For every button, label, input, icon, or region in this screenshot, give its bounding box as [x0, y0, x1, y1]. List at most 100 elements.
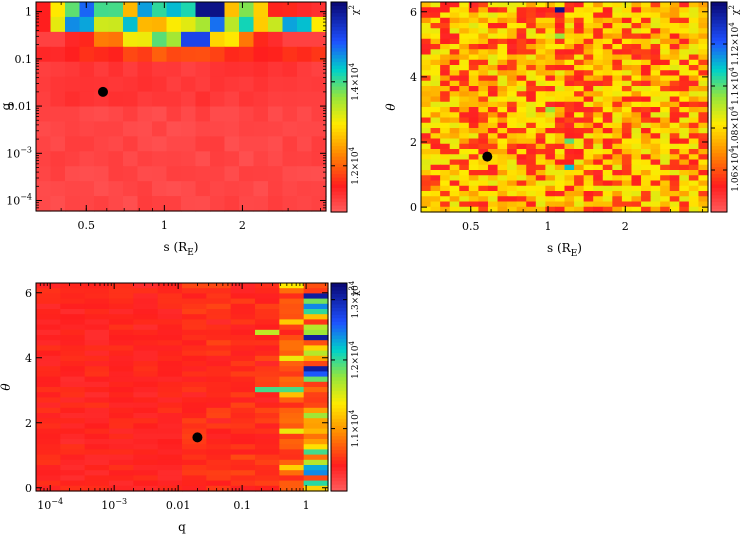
heatmap-cell — [230, 454, 256, 461]
heatmap-cell — [507, 91, 518, 98]
heatmap-cell — [564, 122, 575, 129]
heatmap-cell — [669, 49, 680, 56]
heatmap-cell — [79, 61, 95, 78]
heatmap-cell — [166, 31, 182, 48]
best-fit-point — [192, 432, 203, 443]
heatmap-cell — [516, 133, 527, 140]
heatmap-cell — [206, 298, 232, 305]
heatmap-cell — [459, 112, 470, 119]
heatmap-cell — [137, 61, 153, 78]
colorbar-segment — [711, 156, 727, 161]
heatmap-cell — [660, 65, 671, 71]
colorbar-segment — [331, 470, 347, 475]
heatmap-cell — [279, 392, 305, 398]
heatmap-cell — [421, 206, 432, 213]
heatmap-cell — [449, 154, 460, 161]
heatmap-cell — [230, 283, 256, 289]
colorbar-segment — [331, 321, 347, 326]
heatmap-cell — [421, 54, 432, 61]
heatmap-cell — [660, 2, 671, 8]
heatmap-cell — [468, 196, 479, 203]
heatmap-cell — [478, 185, 489, 192]
heatmap-cell — [650, 7, 661, 14]
heatmap-cell — [583, 65, 594, 71]
heatmap-cell — [535, 196, 546, 203]
heatmap-cell — [224, 91, 240, 108]
heatmap-cell — [255, 439, 280, 445]
heatmap-cell — [487, 185, 499, 192]
heatmap-cell — [255, 392, 280, 398]
heatmap-cell — [688, 159, 700, 166]
heatmap-cell — [583, 44, 594, 50]
colorbar-segment — [331, 2, 347, 7]
heatmap-cell — [430, 33, 441, 40]
heatmap-cell — [526, 159, 537, 166]
colorbar-segment — [331, 194, 347, 199]
heatmap-cell — [50, 2, 66, 18]
heatmap-cell — [698, 80, 709, 87]
heatmap-cell — [157, 298, 183, 305]
heatmap-cell — [468, 133, 479, 140]
heatmap-cell — [195, 151, 211, 167]
heatmap-cell — [157, 350, 183, 357]
heatmap-cell — [468, 65, 479, 71]
heatmap-cell — [497, 38, 508, 45]
heatmap-cell — [554, 180, 566, 187]
heatmap-cell — [669, 28, 680, 35]
heatmap-cell — [255, 361, 280, 367]
heatmap-cell — [36, 459, 61, 466]
heatmap-cell — [84, 381, 110, 388]
heatmap-cell — [182, 283, 207, 289]
heatmap-cell — [554, 28, 566, 35]
heatmap-cell — [430, 80, 441, 87]
heatmap-cell — [36, 166, 52, 182]
heatmap-cell — [60, 413, 86, 419]
heatmap-cell — [230, 340, 256, 346]
heatmap-cell — [554, 70, 566, 77]
heatmap-cell — [660, 112, 671, 119]
heatmap-cell — [94, 136, 110, 152]
heatmap-cell — [157, 480, 183, 487]
heatmap-cell — [297, 31, 313, 48]
heatmap-cell — [526, 38, 537, 45]
heatmap-cell — [468, 101, 479, 108]
heatmap-cell — [554, 23, 566, 29]
heatmap-cell — [669, 91, 680, 98]
heatmap-cell — [109, 293, 134, 300]
heatmap-cell — [430, 86, 441, 92]
heatmap-cell — [641, 2, 652, 8]
heatmap-cell — [487, 138, 499, 145]
heatmap-cell — [182, 361, 207, 367]
heatmap-cell — [84, 376, 110, 383]
colorbar-segment — [331, 459, 347, 464]
heatmap-cell — [535, 17, 546, 24]
heatmap-cell — [583, 107, 594, 113]
heatmap-cell — [631, 128, 642, 134]
x-tick-label: 10−4 — [37, 497, 63, 512]
heatmap-cell — [282, 46, 298, 63]
heatmap-cell — [84, 439, 110, 445]
heatmap-cell — [157, 465, 183, 471]
heatmap-cell — [535, 91, 546, 98]
heatmap-cell — [669, 59, 680, 66]
heatmap-cell — [255, 454, 280, 461]
heatmap-cell — [660, 75, 671, 82]
heatmap-cell — [123, 16, 139, 33]
heatmap-cell — [230, 329, 256, 336]
heatmap-cell — [181, 16, 197, 33]
heatmap-cell — [497, 170, 508, 176]
heatmap-cell — [449, 49, 460, 56]
heatmap-cell — [507, 101, 518, 108]
heatmap-cell — [303, 303, 329, 310]
heatmap-cell — [157, 303, 183, 310]
heatmap-cell — [698, 206, 709, 213]
heatmap-cell — [430, 75, 441, 82]
heatmap-cell — [449, 206, 460, 213]
heatmap-cell — [182, 418, 207, 424]
colorbar-segment — [331, 142, 347, 147]
heatmap-cell — [669, 96, 680, 103]
heatmap-cell — [137, 136, 153, 152]
heatmap-cell — [660, 70, 671, 77]
heatmap-cell — [631, 175, 642, 182]
heatmap-cell — [224, 166, 240, 182]
